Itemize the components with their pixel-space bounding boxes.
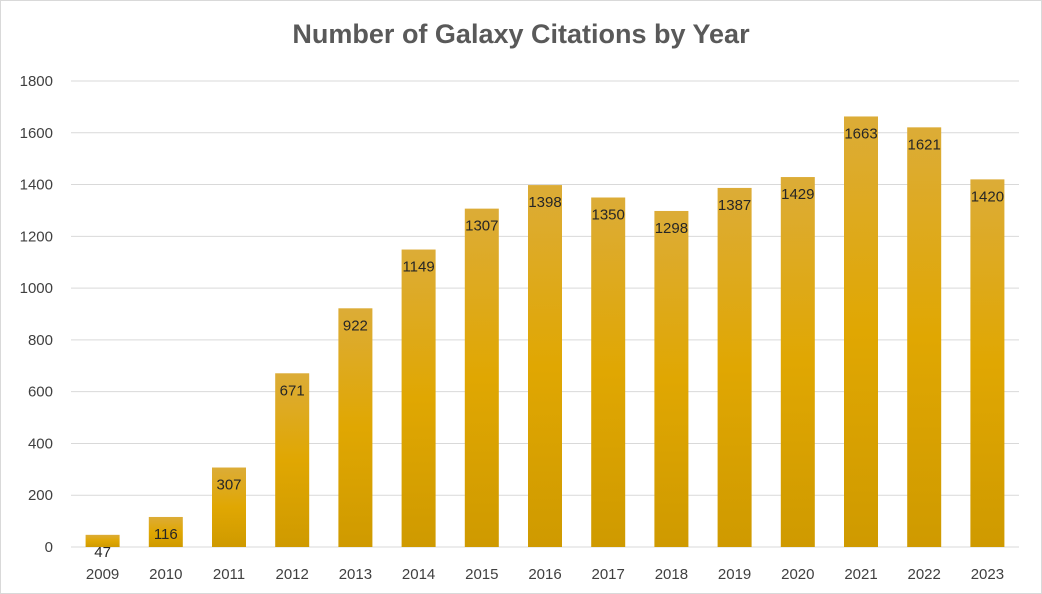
- data-label-2023: 1420: [971, 188, 1004, 205]
- x-tick-label: 2011: [213, 566, 245, 583]
- bar-2018: [654, 210, 689, 547]
- x-tick-label: 2017: [592, 566, 625, 583]
- data-label-2020: 1429: [781, 186, 814, 203]
- data-label-2022: 1621: [908, 136, 941, 153]
- x-tick-label: 2023: [971, 566, 1004, 583]
- x-tick-label: 2016: [528, 566, 561, 583]
- y-tick-label: 1200: [20, 228, 53, 245]
- y-tick-label: 0: [45, 539, 53, 556]
- bars: [85, 116, 1005, 548]
- x-tick-label: 2012: [276, 566, 309, 583]
- bar-2011: [212, 467, 246, 547]
- bar-2014: [401, 249, 436, 547]
- x-axis-ticks: 2009 2010 2011 2012 2013 2014 2015 2016 2017 2018…: [86, 566, 1004, 583]
- x-tick-label: 2013: [339, 566, 372, 583]
- y-tick-label: 1600: [20, 125, 53, 142]
- x-tick-label: 2020: [781, 566, 814, 583]
- y-tick-label: 200: [28, 487, 53, 504]
- x-tick-label: 2009: [86, 566, 119, 583]
- bar-2009: [85, 534, 120, 547]
- chart-title: Number of Galaxy Citations by Year: [292, 19, 750, 49]
- x-tick-label: 2018: [655, 566, 688, 583]
- data-label-2016: 1398: [528, 194, 561, 211]
- data-label-2009: 47: [94, 544, 111, 561]
- bar-2020: [780, 177, 815, 547]
- data-labels: 47 116 307 671 922 1149 1307 1398 1350 1298 1387 14…: [94, 125, 1004, 560]
- data-label-2014: 1149: [402, 259, 434, 276]
- x-tick-label: 2014: [402, 566, 435, 583]
- y-tick-label: 600: [28, 384, 53, 401]
- bar-2012: [275, 373, 310, 547]
- x-tick-label: 2010: [149, 566, 182, 583]
- data-label-2017: 1350: [592, 207, 625, 224]
- x-tick-label: 2022: [908, 566, 941, 583]
- data-label-2018: 1298: [655, 220, 688, 237]
- data-label-2011: 307: [216, 477, 241, 494]
- bar-2013: [338, 308, 373, 547]
- data-label-2012: 671: [280, 382, 305, 399]
- bar-2016: [528, 185, 562, 547]
- bar-2022: [907, 127, 942, 547]
- bar-2015: [464, 208, 499, 548]
- y-tick-label: 1000: [20, 280, 53, 297]
- bar-2023: [970, 179, 1005, 547]
- data-label-2010: 116: [154, 526, 178, 543]
- x-tick-label: 2021: [844, 566, 877, 583]
- x-tick-label: 2019: [718, 566, 751, 583]
- bar-2019: [717, 187, 752, 547]
- data-label-2013: 922: [343, 317, 368, 334]
- x-tick-label: 2015: [465, 566, 498, 583]
- data-label-2021: 1663: [844, 125, 877, 142]
- y-tick-label: 1400: [20, 177, 53, 194]
- y-axis-ticks: 0 200 400 600 800 1000 1200 1400 1600 1800: [20, 73, 53, 556]
- bar-2017: [591, 197, 626, 547]
- bar-2010: [148, 516, 183, 547]
- y-tick-label: 400: [28, 435, 53, 452]
- y-tick-label: 1800: [20, 73, 53, 90]
- data-label-2015: 1307: [465, 218, 498, 235]
- data-label-2019: 1387: [718, 197, 751, 214]
- y-tick-label: 800: [28, 332, 53, 349]
- bar-2021: [844, 116, 878, 548]
